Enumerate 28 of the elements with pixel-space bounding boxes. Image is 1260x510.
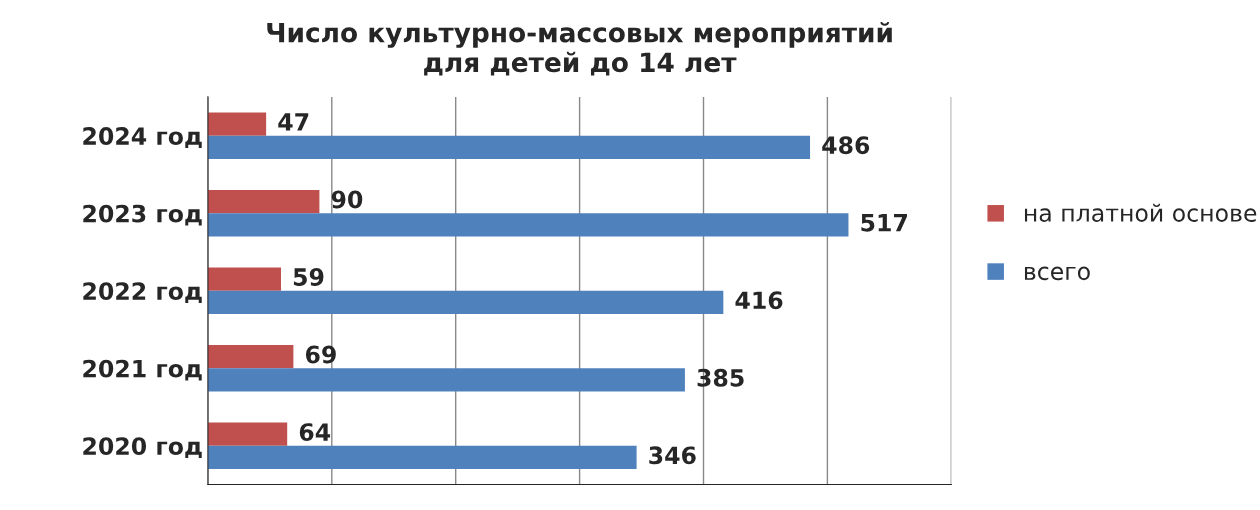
y-tick-label: 2022 год: [83, 282, 202, 303]
bar: [207, 189, 320, 214]
bar: [207, 213, 849, 237]
data-label: 69: [305, 345, 336, 364]
legend-label: на платной основе: [1024, 203, 1257, 222]
data-label: 385: [697, 368, 744, 387]
bar: [207, 344, 294, 369]
data-label: 64: [299, 423, 331, 441]
y-tick-label: 2021 год: [83, 359, 202, 381]
bar: [207, 112, 267, 136]
data-label: 346: [649, 446, 696, 465]
bar: [207, 368, 685, 392]
bar: [207, 267, 281, 291]
bar: [207, 422, 288, 446]
data-label: 486: [822, 136, 870, 155]
y-tick-label: 2020 год: [83, 437, 202, 458]
data-label: 90: [331, 190, 363, 209]
bar: [207, 445, 637, 469]
data-label: 47: [278, 113, 309, 131]
chart-title: Число культурно-массовых мероприятий для детей до 14 лет: [267, 21, 892, 76]
data-label: 416: [735, 291, 783, 310]
y-tick-label: 2024 год: [83, 127, 202, 148]
data-label: 517: [861, 214, 907, 232]
data-label: 59: [293, 268, 324, 286]
bar: [207, 290, 724, 314]
y-tick-label: 2023 год: [83, 204, 202, 226]
legend-label: всего: [1024, 266, 1090, 281]
bar: [207, 135, 811, 159]
